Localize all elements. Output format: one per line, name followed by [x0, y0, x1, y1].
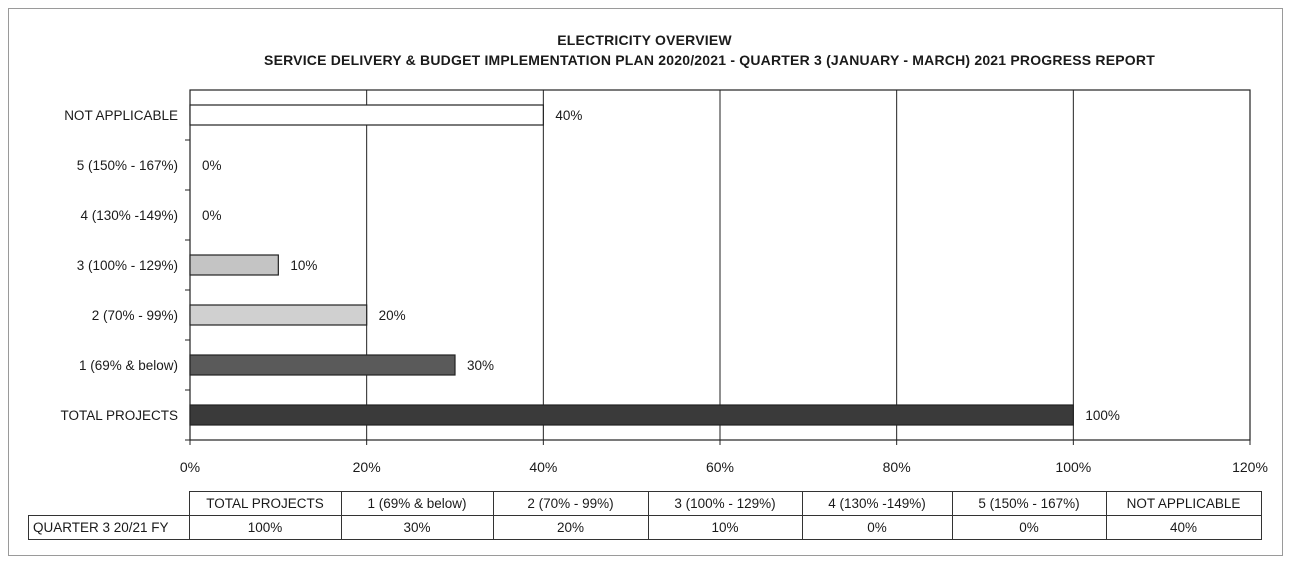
bar — [190, 105, 543, 125]
table-header-cell: 2 (70% - 99%) — [493, 492, 648, 516]
table-header-cell: NOT APPLICABLE — [1106, 492, 1261, 516]
data-label: 0% — [202, 208, 222, 223]
table-cell: 0% — [952, 516, 1106, 540]
data-table: TOTAL PROJECTS 1 (69% & below) 2 (70% - … — [28, 491, 1262, 540]
bar — [190, 255, 278, 275]
bar — [190, 405, 1073, 425]
data-label: 10% — [290, 258, 317, 273]
x-tick-label: 20% — [353, 459, 381, 475]
x-tick-label: 120% — [1232, 459, 1268, 475]
bar — [190, 355, 455, 375]
table-header-cell: 1 (69% & below) — [341, 492, 493, 516]
data-label: 30% — [467, 358, 494, 373]
table-cell: 0% — [802, 516, 952, 540]
data-label: 0% — [202, 158, 222, 173]
category-label: 3 (100% - 129%) — [77, 258, 178, 273]
x-tick-label: 100% — [1055, 459, 1091, 475]
table-header-cell: 5 (150% - 167%) — [952, 492, 1106, 516]
table-header-cell: 3 (100% - 129%) — [648, 492, 802, 516]
bar-chart: 0% 20% 40% 60% 80% 100% 120% TOTAL PROJECTS 100%… — [0, 0, 1289, 490]
table-cell: 100% — [189, 516, 341, 540]
data-label: 100% — [1085, 408, 1120, 423]
table-cell: 20% — [493, 516, 648, 540]
x-tick-label: 40% — [529, 459, 557, 475]
data-label: 20% — [379, 308, 406, 323]
table-header-cell: TOTAL PROJECTS — [189, 492, 341, 516]
x-tick-label: 60% — [706, 459, 734, 475]
data-label: 40% — [555, 108, 582, 123]
category-label: 4 (130% -149%) — [80, 208, 178, 223]
bar — [190, 305, 367, 325]
category-label: 2 (70% - 99%) — [92, 308, 178, 323]
table-corner — [29, 492, 190, 516]
category-label: NOT APPLICABLE — [64, 108, 178, 123]
table-header-cell: 4 (130% -149%) — [802, 492, 952, 516]
table-cell: 10% — [648, 516, 802, 540]
table-cell: 30% — [341, 516, 493, 540]
category-label: TOTAL PROJECTS — [60, 408, 178, 423]
table-row-label: QUARTER 3 20/21 FY — [29, 516, 190, 540]
table-cell: 40% — [1106, 516, 1261, 540]
category-label: 5 (150% - 167%) — [77, 158, 178, 173]
x-tick-label: 80% — [883, 459, 911, 475]
x-tick-label: 0% — [180, 459, 200, 475]
category-label: 1 (69% & below) — [79, 358, 178, 373]
table-header-row: TOTAL PROJECTS 1 (69% & below) 2 (70% - … — [29, 492, 1262, 516]
table-row: QUARTER 3 20/21 FY 100% 30% 20% 10% 0% 0… — [29, 516, 1262, 540]
